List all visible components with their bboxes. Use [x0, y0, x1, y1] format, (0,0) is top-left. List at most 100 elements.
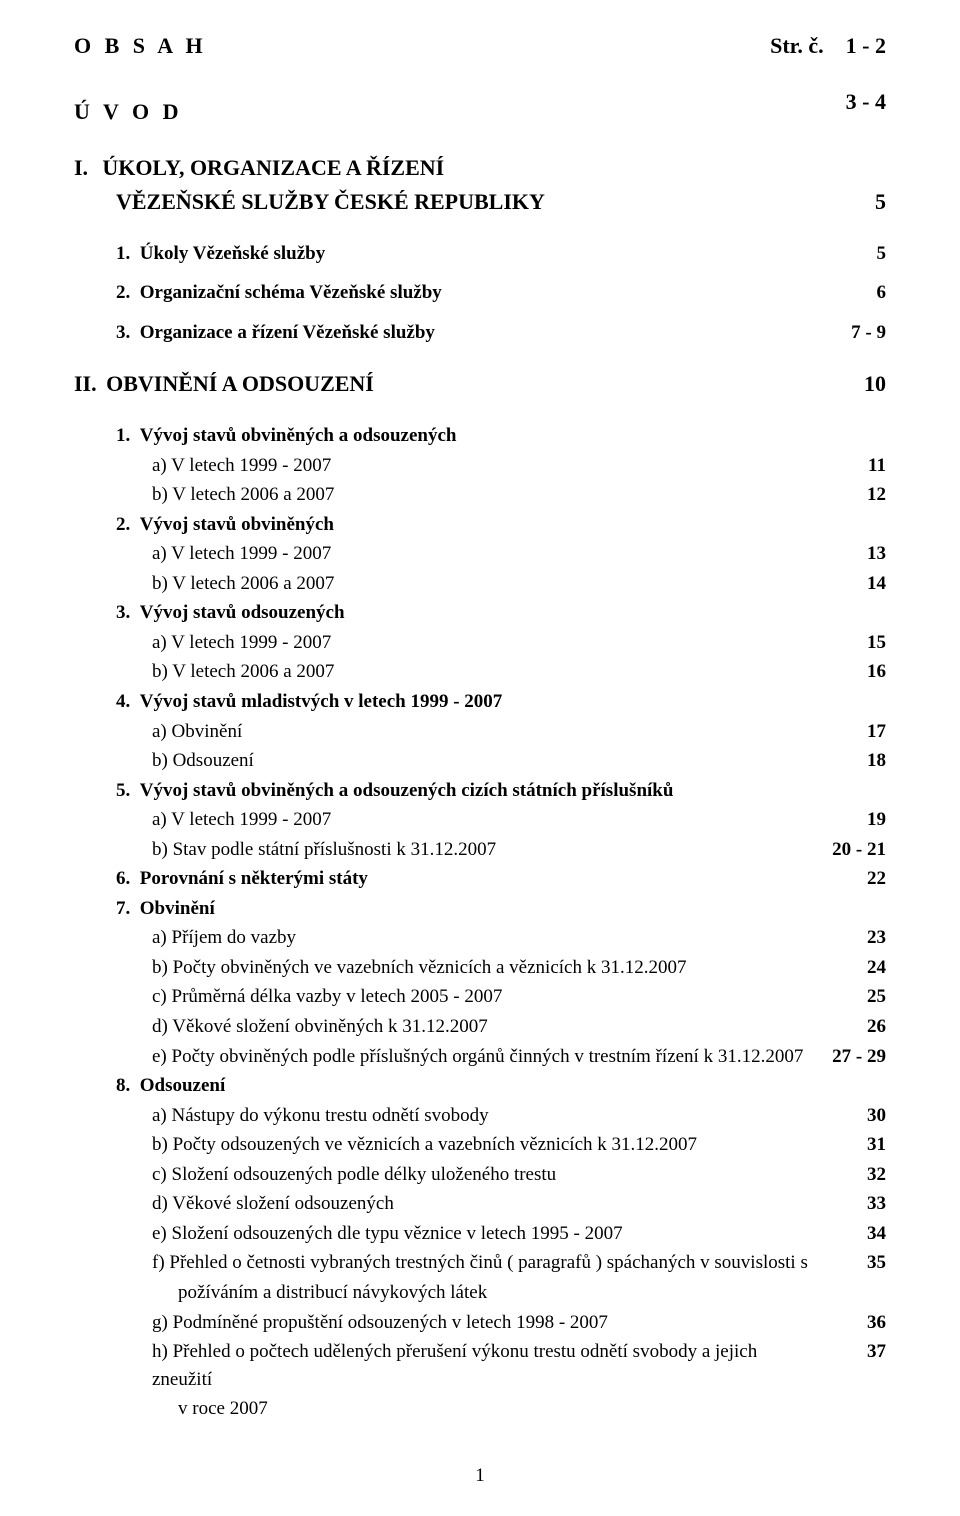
section-1-head-l2: VĚZEŇSKÉ SLUŽBY ČESKÉ REPUBLIKY 5 [74, 186, 886, 218]
s2-i3-t: Vývoj stavů odsouzených [140, 602, 345, 623]
s2-i8-t: Odsouzení [140, 1075, 226, 1096]
s2-i2-bp: 14 [822, 570, 886, 598]
s2-i7-ap: 23 [822, 924, 886, 952]
s1-i1-text: Úkoly Vězeňské služby [140, 243, 325, 264]
s2-i7-dp: 26 [822, 1013, 886, 1041]
s2-i8-gp: 36 [822, 1309, 886, 1337]
section-1-left-l2: VĚZEŇSKÉ SLUŽBY ČESKÉ REPUBLIKY [74, 186, 822, 218]
contents-heading: O B S A H [74, 30, 770, 62]
s2-i1-num: 1. [116, 425, 130, 446]
s2-i6-t: Porovnání s některými státy [140, 868, 368, 889]
s2-i5-a: a) V letech 1999 - 2007 [74, 806, 822, 834]
s2-i1-a: a) V letech 1999 - 2007 [74, 452, 822, 480]
intro-range: 3 - 4 [822, 86, 886, 150]
s2-i3-num: 3. [116, 602, 130, 623]
s2-i7-ep: 27 - 29 [822, 1043, 886, 1071]
s2-i2-num: 2. [116, 514, 130, 535]
s2-i1-bp: 12 [822, 481, 886, 509]
s2-i8-e: e) Složení odsouzených dle typu věznice … [74, 1220, 822, 1248]
s2-i7-a: a) Příjem do vazby [74, 924, 822, 952]
s2-i3-ap: 15 [822, 629, 886, 657]
s2-i8-h: h) Přehled o počtech udělených přerušení… [74, 1338, 822, 1393]
s2-i1-b: b) V letech 2006 a 2007 [74, 481, 822, 509]
page-col-range: 1 - 2 [846, 33, 886, 58]
s2-i5-ap: 19 [822, 806, 886, 834]
page-col-label: Str. č. [770, 33, 824, 58]
s2-i8-num: 8. [116, 1075, 130, 1096]
empty [822, 152, 886, 184]
s2-i3-b: b) V letech 2006 a 2007 [74, 658, 822, 686]
s1-i1-page: 5 [822, 240, 886, 268]
s2-i8-ep: 34 [822, 1220, 886, 1248]
section-1-left: I. ÚKOLY, ORGANIZACE A ŘÍZENÍ [74, 152, 822, 184]
s1-i2-num: 2. [116, 282, 130, 303]
s2-i8-b: b) Počty odsouzených ve věznicích a vaze… [74, 1131, 822, 1159]
roman-1: I. [74, 155, 88, 180]
s2-i3-bp: 16 [822, 658, 886, 686]
s2-i8-d: d) Věkové složení odsouzených [74, 1190, 822, 1218]
section-2-title: OBVINĚNÍ A ODSOUZENÍ [106, 371, 374, 396]
s1-i2-page: 6 [822, 279, 886, 307]
s2-i8-ap: 30 [822, 1102, 886, 1130]
intro-row: Ú V O D 3 - 4 [74, 86, 886, 150]
s2-i8-c: c) Složení odsouzených podle délky ulože… [74, 1161, 822, 1189]
spacer [74, 220, 886, 240]
s2-i3-a: a) V letech 1999 - 2007 [74, 629, 822, 657]
s2-i5-bp: 20 - 21 [822, 836, 886, 864]
s1-item-2: 2. Organizační schéma Vězeňské služby 6 [74, 279, 886, 307]
s2-i8-bp: 31 [822, 1131, 886, 1159]
s2-i1-t: Vývoj stavů obviněných a odsouzených [140, 425, 457, 446]
s2-i8-cp: 32 [822, 1161, 886, 1189]
s1-i2-text: Organizační schéma Vězeňské služby [140, 282, 442, 303]
s2-i4-a: a) Obvinění [74, 718, 822, 746]
s2-i8-h2: v roce 2007 [74, 1395, 822, 1423]
s2-i8-dp: 33 [822, 1190, 886, 1218]
s2-i7-num: 7. [116, 898, 130, 919]
s2-i4-bp: 18 [822, 747, 886, 775]
s2-i6-p: 22 [822, 865, 886, 893]
section-1-head: I. ÚKOLY, ORGANIZACE A ŘÍZENÍ [74, 152, 886, 184]
s2-i2-ap: 13 [822, 540, 886, 568]
s2-i5-b: b) Stav podle státní příslušnosti k 31.1… [74, 836, 822, 864]
footer-page-number: 1 [0, 1462, 960, 1490]
s2-i4-ap: 17 [822, 718, 886, 746]
s1-item-1: 1. Úkoly Vězeňské služby 5 [74, 240, 886, 268]
s2-i7-b: b) Počty obviněných ve vazebních věznicí… [74, 954, 822, 982]
section-1-title-l1: ÚKOLY, ORGANIZACE A ŘÍZENÍ [102, 155, 444, 180]
s2-i5-num: 5. [116, 780, 130, 801]
s2-i2-t: Vývoj stavů obviněných [140, 514, 334, 535]
intro-heading: Ú V O D [74, 96, 822, 128]
s1-i1-num: 1. [116, 243, 130, 264]
section-1-page: 5 [822, 186, 886, 218]
s2-i4-num: 4. [116, 691, 130, 712]
s1-i3-text: Organizace a řízení Vězeňské služby [140, 322, 435, 343]
s2-i7-c: c) Průměrná délka vazby v letech 2005 - … [74, 983, 822, 1011]
s1-item-3: 3. Organizace a řízení Vězeňské služby 7… [74, 319, 886, 347]
s2-i8-f: f) Přehled o četnosti vybraných trestnýc… [74, 1249, 822, 1277]
s2-i7-d: d) Věkové složení obviněných k 31.12.200… [74, 1013, 822, 1041]
s2-i8-hp: 37 [822, 1338, 886, 1393]
s2-i1-ap: 11 [822, 452, 886, 480]
s2-i7-cp: 25 [822, 983, 886, 1011]
s2-i8-fp: 35 [822, 1249, 886, 1277]
s2-i5-t: Vývoj stavů obviněných a odsouzených ciz… [140, 780, 674, 801]
page-col: Str. č. 1 - 2 [770, 30, 886, 84]
s1-i3-page: 7 - 9 [822, 319, 886, 347]
s2-i7-e: e) Počty obviněných podle příslušných or… [74, 1043, 822, 1071]
header-row: O B S A H Str. č. 1 - 2 [74, 30, 886, 84]
s2-i7-t: Obvinění [140, 898, 215, 919]
s2-i4-t: Vývoj stavů mladistvých v letech 1999 - … [140, 691, 503, 712]
section-2-head: II. OBVINĚNÍ A ODSOUZENÍ 10 [74, 368, 886, 400]
section-1-title-l2: VĚZEŇSKÉ SLUŽBY ČESKÉ REPUBLIKY [116, 189, 545, 214]
s2-i4-b: b) Odsouzení [74, 747, 822, 775]
s2-i8-g: g) Podmíněné propuštění odsouzených v le… [74, 1309, 822, 1337]
s2-i6-num: 6. [116, 868, 130, 889]
section-2-page: 10 [822, 368, 886, 400]
document-page: O B S A H Str. č. 1 - 2 Ú V O D 3 - 4 I.… [0, 0, 960, 1516]
s2-i8-f2: požíváním a distribucí návykových látek [74, 1279, 822, 1307]
s2-i2-a: a) V letech 1999 - 2007 [74, 540, 822, 568]
s2-i7-bp: 24 [822, 954, 886, 982]
s2-i2-b: b) V letech 2006 a 2007 [74, 570, 822, 598]
s1-i3-num: 3. [116, 322, 130, 343]
roman-2: II. [74, 371, 97, 396]
